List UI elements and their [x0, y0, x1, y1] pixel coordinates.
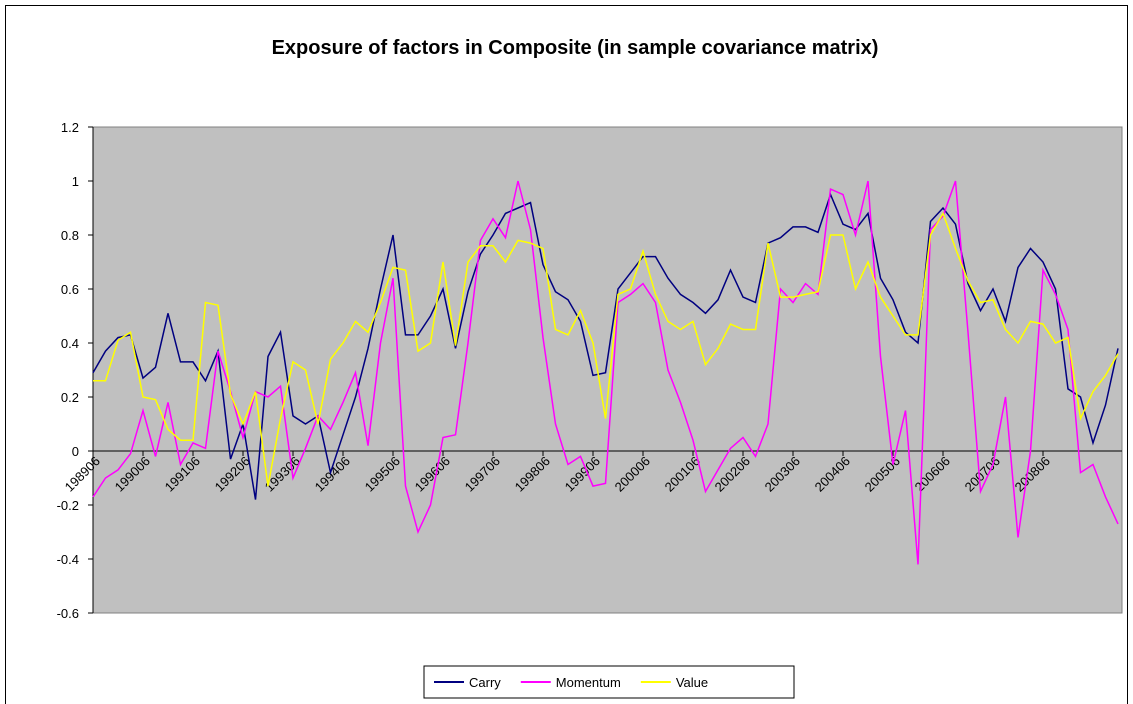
series-line [92, 192, 1119, 500]
y-tick-label: 0.6 [61, 282, 79, 297]
legend-label: Carry [469, 675, 501, 690]
legend-label: Momentum [556, 675, 621, 690]
legend-label: Value [676, 675, 708, 690]
y-tick-label: 0 [72, 444, 79, 459]
series-line [93, 211, 1119, 487]
y-tick-label: 0.8 [61, 228, 79, 243]
series-line [92, 180, 1119, 565]
chart-title: Exposure of factors in Composite (in sam… [272, 37, 879, 59]
plot-area [92, 126, 1123, 614]
y-tick-label: 0.4 [61, 336, 79, 351]
legend-box [423, 665, 795, 699]
legend: Carry Momentum Value [423, 665, 795, 699]
y-tick-label: 0.2 [61, 390, 79, 405]
y-tick-label: 1 [72, 174, 79, 189]
y-tick-label: -0.6 [57, 606, 79, 621]
y-tick-label: -0.2 [57, 498, 79, 513]
y-tick-label: 1.2 [61, 120, 79, 135]
y-tick-label: -0.4 [57, 552, 79, 567]
